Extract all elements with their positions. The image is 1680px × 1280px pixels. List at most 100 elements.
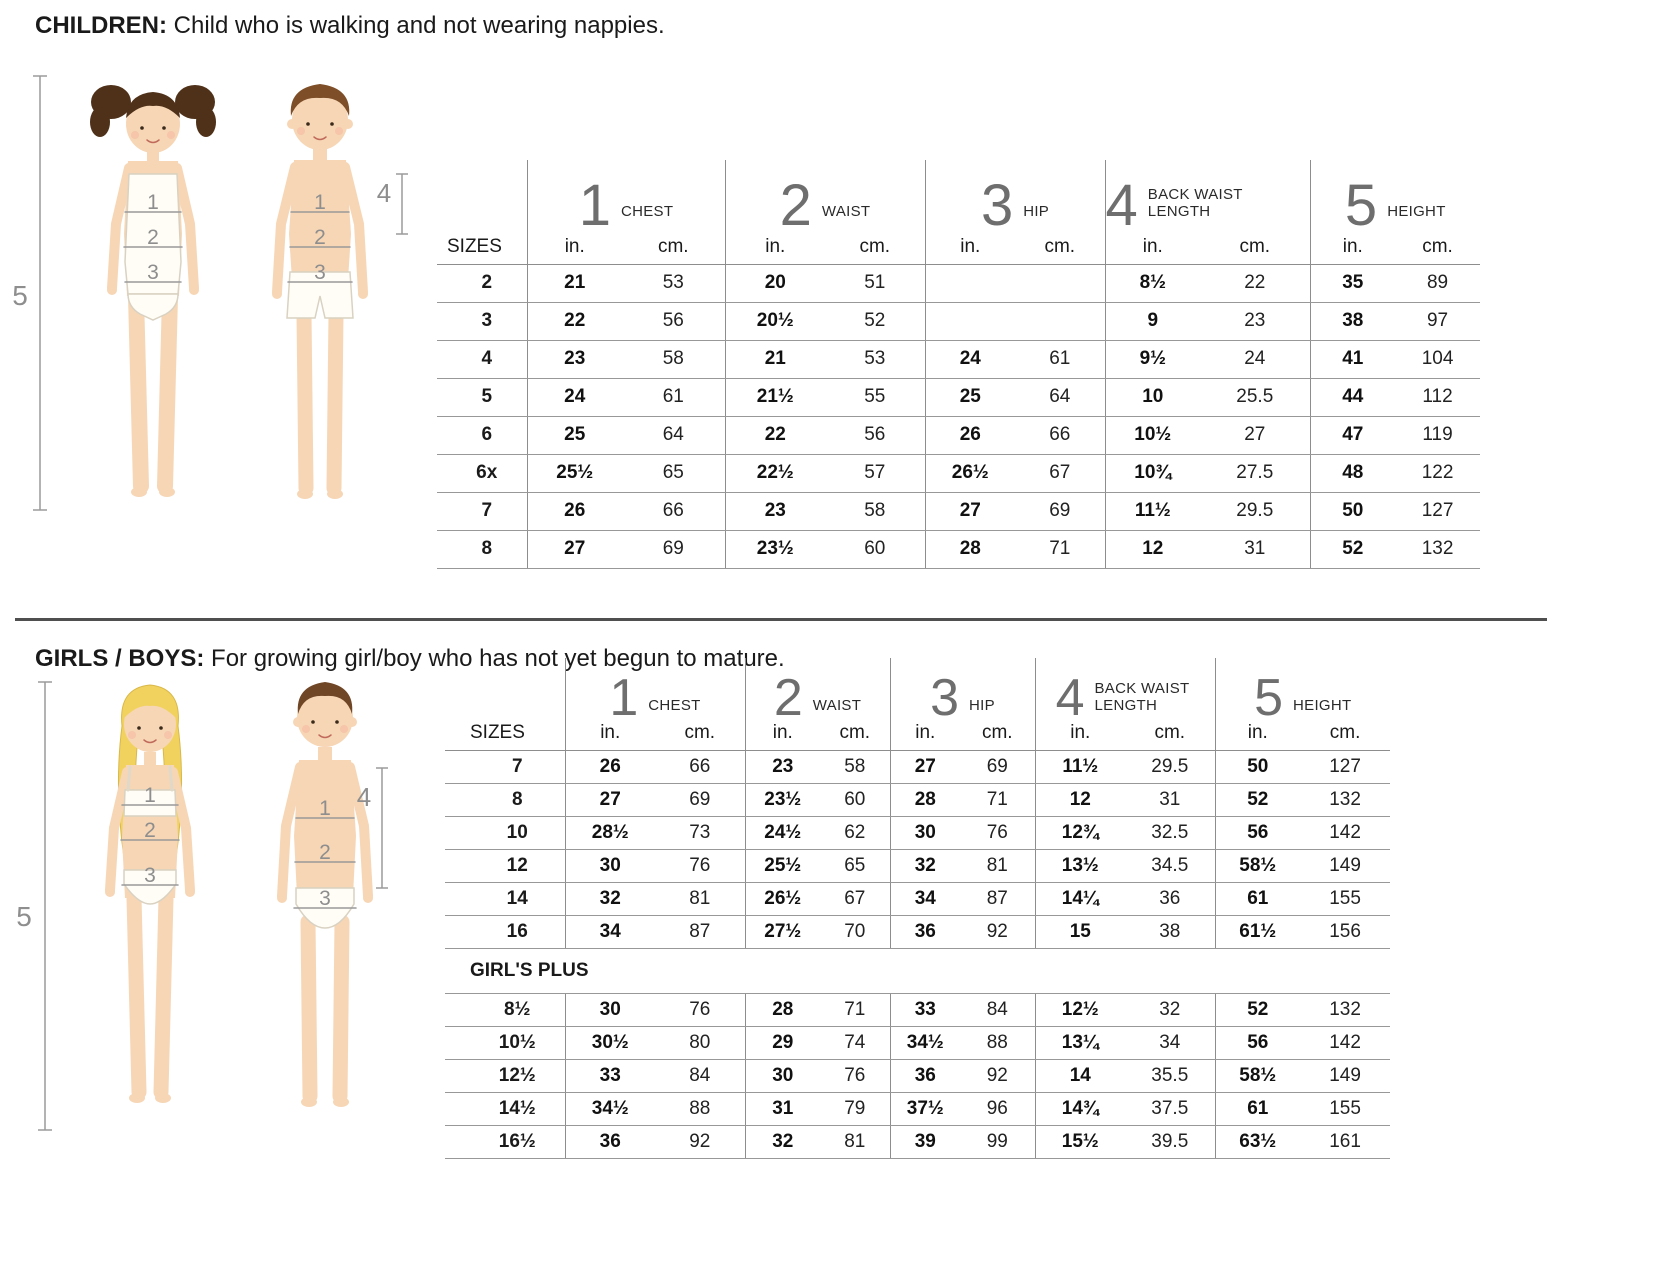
unit-cm-label: cm. xyxy=(1015,230,1106,265)
column-number: 4 xyxy=(1055,668,1085,727)
column-header-hip: 3 HIP xyxy=(889,658,1036,724)
value-in: 26 xyxy=(526,492,622,531)
girl-hip-label: 3 xyxy=(147,261,159,284)
unit-in-label: in. xyxy=(1104,230,1201,265)
value-in: 30 xyxy=(564,849,655,883)
value-cm: 87 xyxy=(655,915,746,949)
boy-legs xyxy=(296,306,344,496)
value-cm: 71 xyxy=(820,993,891,1027)
value-cm: 65 xyxy=(820,849,891,883)
unit-cm-label: cm. xyxy=(1395,230,1481,265)
size-row-7: 7 26 66 23 58 27 69 11½ 29.5 50 127 xyxy=(437,492,1481,531)
value-in: 21½ xyxy=(724,378,826,417)
value-cm: 132 xyxy=(1300,993,1391,1027)
size-row-6: 6 25 64 22 56 26 66 10½ 27 47 119 xyxy=(437,416,1481,455)
column-label: BACK WAIST LENGTH xyxy=(1094,679,1190,714)
girl-legs xyxy=(126,890,174,1100)
girls-boys-size-table: 1 CHEST 2 WAIST 3 HIP 4 BACK WAIST LENGTH 5 HEIGH… xyxy=(445,658,1391,1159)
value-cm: 53 xyxy=(622,264,726,303)
value-in: 26 xyxy=(924,416,1016,455)
value-in: 30 xyxy=(744,1059,821,1093)
girl-face xyxy=(128,726,172,744)
unit-cm-label: cm. xyxy=(1125,720,1216,751)
value-in: 61½ xyxy=(1214,915,1301,949)
value-in: 25 xyxy=(924,378,1016,417)
column-label: WAIST xyxy=(812,696,862,714)
size-row-16: 16 34 87 27½ 70 36 92 15 38 61½ 156 xyxy=(445,915,1391,949)
children-illustration: 5 1 2 3 xyxy=(12,75,408,511)
value-in: 21 xyxy=(526,264,622,303)
value-in: 23½ xyxy=(724,530,826,569)
boy-chest-label: 1 xyxy=(314,191,326,214)
size-row-14: 14 32 81 26½ 67 34 87 14¼ 36 61 155 xyxy=(445,882,1391,916)
column-header-height: 5 HEIGHT xyxy=(1214,658,1391,724)
value-cm: 96 xyxy=(960,1092,1036,1126)
girl-pigtails xyxy=(90,85,216,137)
girl-bra-straps xyxy=(126,765,174,792)
value-cm: 76 xyxy=(960,816,1036,850)
value-cm: 51 xyxy=(825,264,926,303)
value-cm xyxy=(1015,302,1106,341)
girls-boys-heading: GIRLS / BOYS: For growing girl/boy who h… xyxy=(35,645,785,673)
value-in: 36 xyxy=(889,915,961,949)
children-heading-text: Child who is walking and not wearing nap… xyxy=(167,12,665,39)
value-cm: 89 xyxy=(1395,264,1481,303)
boy-legs xyxy=(300,914,350,1104)
size-row-7: 7 26 66 23 58 27 69 11½ 29.5 50 127 xyxy=(445,750,1391,784)
value-cm: 67 xyxy=(1015,454,1106,493)
value-in: 30 xyxy=(564,993,655,1027)
size-row-10: 10 28½ 73 24½ 62 30 76 12¾ 32.5 56 142 xyxy=(445,816,1391,850)
value-in: 25 xyxy=(526,416,622,455)
boy-head xyxy=(297,689,353,747)
sizes-column-label: SIZES xyxy=(445,720,565,751)
size-row-4: 4 23 58 21 53 24 61 9½ 24 41 104 xyxy=(437,340,1481,379)
value-cm: 155 xyxy=(1300,1092,1391,1126)
value-in: 61 xyxy=(1214,882,1301,916)
size-cell: 12½ xyxy=(445,1059,565,1093)
sizes-column-label: SIZES xyxy=(437,230,527,265)
value-in: 13¼ xyxy=(1034,1026,1126,1060)
value-cm: 149 xyxy=(1300,1059,1391,1093)
value-in: 27½ xyxy=(744,915,821,949)
value-cm: 127 xyxy=(1395,492,1481,531)
value-in: 22 xyxy=(724,416,826,455)
value-cm: 32.5 xyxy=(1125,816,1216,850)
value-cm: 65 xyxy=(622,454,726,493)
boy-hands xyxy=(277,893,373,903)
size-row-12½: 12½ 33 84 30 76 36 92 14 35.5 58½ 149 xyxy=(445,1059,1391,1093)
section-divider xyxy=(15,618,1547,621)
value-in: 52 xyxy=(1214,993,1301,1027)
back-waist-measure-line xyxy=(376,767,388,889)
value-cm: 32 xyxy=(1125,993,1216,1027)
value-cm: 34.5 xyxy=(1125,849,1216,883)
unit-cm-label: cm. xyxy=(1200,230,1311,265)
size-cell: 4 xyxy=(437,340,527,379)
value-in: 35 xyxy=(1309,264,1396,303)
girl-hands xyxy=(107,285,199,295)
value-in: 27 xyxy=(889,750,961,784)
size-cell: 14½ xyxy=(445,1092,565,1126)
value-cm: 81 xyxy=(655,882,746,916)
value-cm: 36 xyxy=(1125,882,1216,916)
unit-in-label: in. xyxy=(1034,720,1126,751)
value-cm: 127 xyxy=(1300,750,1391,784)
value-in: 37½ xyxy=(889,1092,961,1126)
height-measure-line xyxy=(38,681,52,1131)
column-number: 2 xyxy=(773,668,803,727)
value-in: 20 xyxy=(724,264,826,303)
value-in: 26 xyxy=(564,750,655,784)
girl-hip-label: 3 xyxy=(144,864,156,887)
unit-in-label: in. xyxy=(526,230,622,265)
value-cm xyxy=(1015,264,1106,303)
boy-arms xyxy=(272,162,368,297)
size-cell: 7 xyxy=(445,750,565,784)
size-row-8: 8 27 69 23½ 60 28 71 12 31 52 132 xyxy=(437,530,1481,569)
value-in: 63½ xyxy=(1214,1125,1301,1159)
boy-figure: 1 2 3 xyxy=(272,84,368,499)
value-cm: 25.5 xyxy=(1200,378,1311,417)
column-label: BACK WAIST LENGTH xyxy=(1147,185,1243,220)
value-in: 27 xyxy=(924,492,1016,531)
unit-header-row: SIZES in. cm. in. cm. in. cm. in. cm. in. cm. xyxy=(445,720,1391,751)
table-corner xyxy=(437,160,527,230)
boy-hair xyxy=(290,84,350,116)
